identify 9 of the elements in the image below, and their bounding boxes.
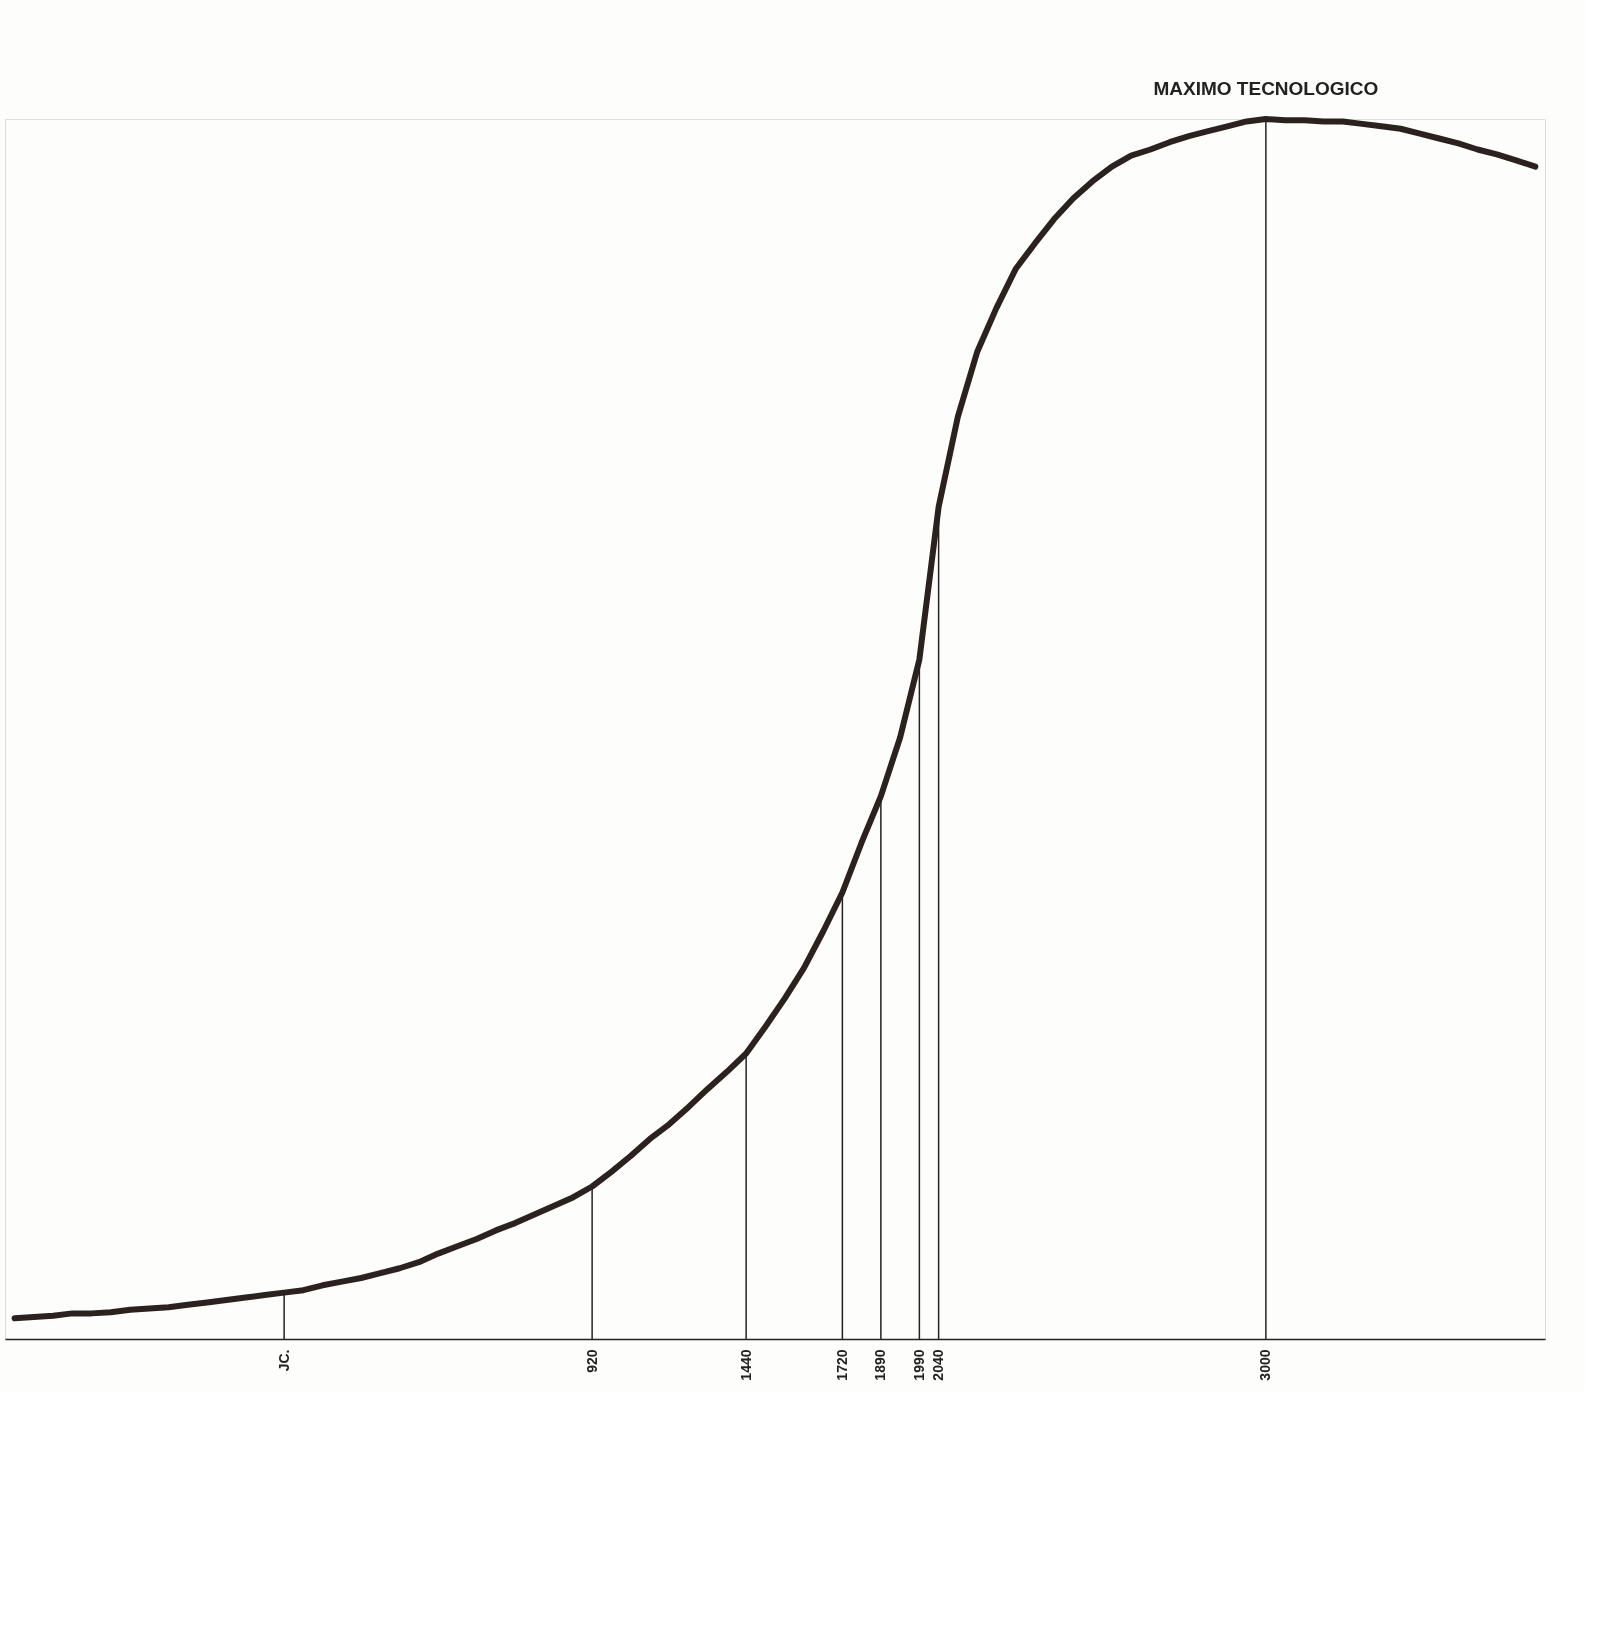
x-tick-label: 2040 bbox=[930, 1349, 947, 1381]
annotation: MAXIMO TECNOLOGICO bbox=[1153, 78, 1379, 99]
x-tick-label: 3000 bbox=[1257, 1349, 1274, 1381]
x-tick-label: 1440 bbox=[737, 1349, 754, 1381]
x-tick-label: JC. bbox=[275, 1349, 292, 1372]
x-tick-label: 1990 bbox=[910, 1349, 927, 1381]
x-tick-label: 1720 bbox=[833, 1349, 850, 1381]
x-tick-label: 920 bbox=[583, 1349, 600, 1373]
x-tick-label: 1890 bbox=[872, 1349, 889, 1381]
